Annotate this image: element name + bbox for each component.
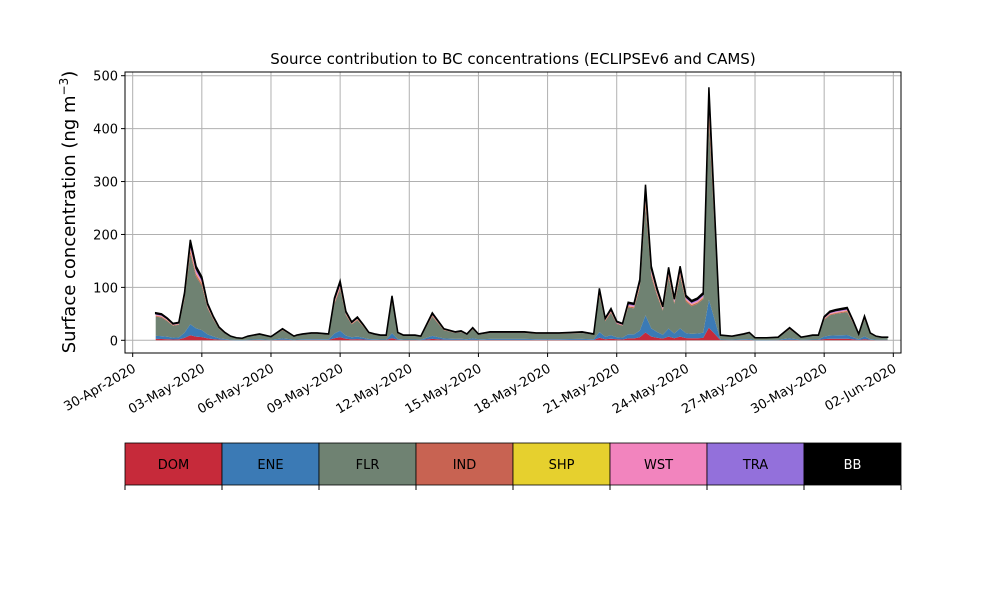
y-tick-label: 400 [93,123,118,138]
legend-swatch-wst [609,442,708,486]
legend-label-tra: TRA [742,458,768,473]
legend-swatch-shp [512,442,611,486]
legend-label-ind: IND [453,458,477,473]
y-axis-label: Surface concentration (ng m−3) [57,71,80,354]
legend-label-flr: FLR [356,458,380,473]
plot-frame [124,71,902,354]
legend-colorbar: DOM ENE FLR IND SHP WST TRA BB [124,442,902,490]
y-axis-label-text: Surface concentration (ng m [59,95,80,353]
legend-label-ene: ENE [257,458,283,473]
legend-swatch-flr [318,442,417,486]
legend-label-bb: BB [844,458,862,473]
y-axis-label-exponent: −3 [57,78,71,96]
y-tick-label: 500 [93,70,118,85]
series-area-ene [155,299,888,341]
series-area-bb [154,87,889,339]
y-tick-label: 0 [110,334,118,349]
stacked-areas [154,87,889,341]
legend-label-wst: WST [644,458,673,473]
chart-title: Source contribution to BC concentrations… [270,50,755,68]
series-area-flr [155,122,888,340]
y-tick-label: 200 [93,228,118,243]
y-tick-label: 100 [93,281,118,296]
legend-label-shp: SHP [549,458,575,473]
legend-label-dom: DOM [158,458,189,473]
y-axis-label-close: ) [59,71,80,78]
y-tick-label: 300 [93,176,118,191]
legend-swatch-bb [803,442,902,486]
y-axis: 0 100 200 300 400 500 [93,70,125,349]
series-area-dom [155,327,888,341]
